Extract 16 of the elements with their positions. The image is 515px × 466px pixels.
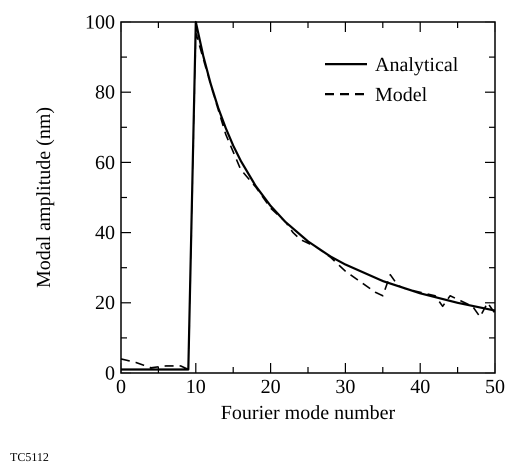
legend-label: Analytical [375, 54, 459, 76]
x-axis-title: Fourier mode number [220, 402, 396, 424]
y-tick-label: 20 [95, 292, 115, 314]
y-axis-title: Modal amplitude (nm) [33, 106, 55, 288]
x-tick-label: 10 [186, 376, 206, 398]
x-tick-label: 40 [410, 376, 430, 398]
y-tick-label: 60 [95, 152, 115, 174]
y-tick-label: 100 [85, 11, 115, 34]
y-tick-label: 40 [95, 222, 115, 244]
x-tick-label: 30 [335, 376, 356, 398]
x-tick-label: 20 [260, 376, 281, 398]
x-tick-label: 50 [485, 376, 505, 398]
legend-label: Model [375, 84, 428, 106]
y-tick-label: 0 [105, 362, 115, 384]
text: TC5112 [10, 450, 49, 464]
y-tick-label: 80 [95, 82, 115, 104]
